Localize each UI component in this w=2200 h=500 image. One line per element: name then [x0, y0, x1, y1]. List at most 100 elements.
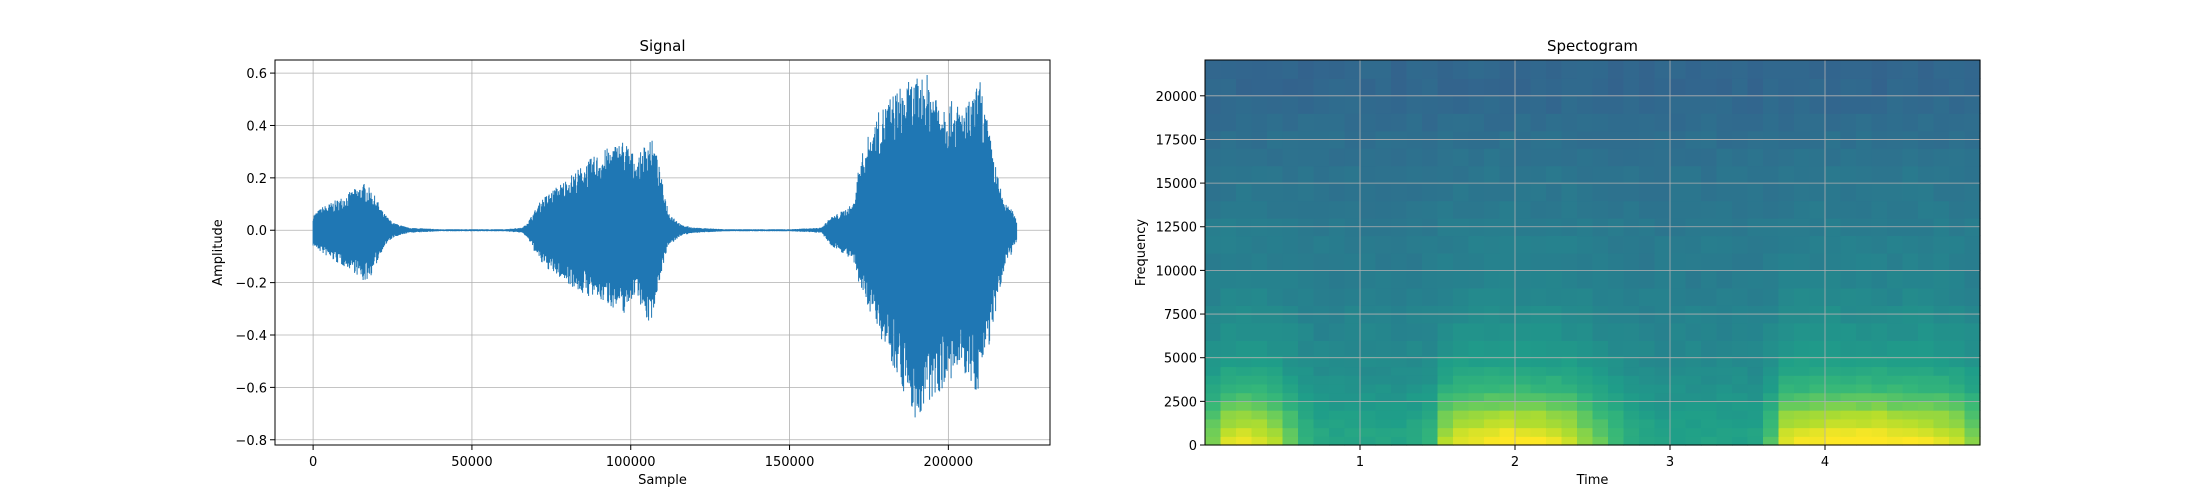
spectrogram-cell — [1282, 436, 1299, 446]
spectrogram-cell — [1654, 427, 1671, 437]
spectrogram-cell — [1282, 287, 1299, 306]
spectrogram-cell — [1608, 418, 1625, 429]
spectrogram-cell — [1499, 200, 1516, 219]
spectrogram-image — [1205, 60, 1981, 446]
spectrogram-cell — [1592, 355, 1609, 368]
spectrogram-cell — [1840, 60, 1857, 79]
spectrogram-cell — [1298, 427, 1315, 437]
spectrogram-cell — [1887, 355, 1904, 368]
spectrogram-cell — [1515, 200, 1532, 219]
spectrogram-cell — [1794, 165, 1811, 184]
spectrogram-cell — [1825, 235, 1842, 254]
spectrogram-cell — [1468, 410, 1485, 420]
spectrogram-cell — [1344, 235, 1361, 254]
spectrogram-cell — [1313, 270, 1330, 289]
spectrogram-cell — [1267, 78, 1284, 97]
spectrogram-cell — [1515, 252, 1532, 271]
spectrogram-cell — [1685, 183, 1702, 202]
spectrogram-cell — [1329, 78, 1346, 97]
spectrogram-cell — [1391, 375, 1408, 385]
spectrogram-cell — [1856, 340, 1873, 357]
signal-series-line — [312, 75, 1018, 418]
spectrogram-cell — [1453, 366, 1470, 376]
spectrogram-cell — [1623, 148, 1640, 167]
spectrogram-cell — [1546, 165, 1563, 184]
spectrogram-cell — [1577, 287, 1594, 306]
spectrogram-cell — [1282, 148, 1299, 167]
spectrogram-cell — [1453, 418, 1470, 429]
spectrogram-cell — [1251, 183, 1268, 202]
spectrogram-cell — [1964, 252, 1981, 271]
spectrogram-cell — [1949, 287, 1966, 306]
spectrogram-cell — [1825, 60, 1842, 79]
spectrogram-cell — [1856, 287, 1873, 306]
spectrogram-cell — [1964, 200, 1981, 219]
spectrogram-cell — [1282, 95, 1299, 114]
spectrogram-cell — [1701, 252, 1718, 271]
spectrogram-cell — [1902, 340, 1919, 357]
spectrogram-cell — [1437, 375, 1454, 385]
spectrogram-cell — [1406, 375, 1423, 385]
spectrogram-cell — [1313, 392, 1330, 402]
spectrogram-cell — [1933, 78, 1950, 97]
spectrogram-cell — [1685, 401, 1702, 411]
spectrogram-cell — [1375, 410, 1392, 420]
spectrogram-cell — [1329, 322, 1346, 341]
spectrogram-cell — [1329, 355, 1346, 368]
spectrogram-cell — [1313, 375, 1330, 385]
spectrogram-cell — [1592, 183, 1609, 202]
spectrogram-cell — [1530, 427, 1547, 437]
spectrogram-cell — [1887, 78, 1904, 97]
spectrogram-cell — [1205, 113, 1222, 132]
spectrogram-cell — [1778, 78, 1795, 97]
spectrogram-cell — [1236, 427, 1253, 437]
spectrogram-cell — [1484, 235, 1501, 254]
spectrogram-cell — [1902, 165, 1919, 184]
spectrogram-cell — [1747, 366, 1764, 376]
spectrogram-cell — [1577, 436, 1594, 446]
spectrogram-cell — [1236, 183, 1253, 202]
spectrogram-cell — [1375, 401, 1392, 411]
spectrogram-cell — [1871, 322, 1888, 341]
spectrogram-cell — [1205, 322, 1222, 341]
spectrogram-cell — [1499, 252, 1516, 271]
spectrogram-cell — [1840, 392, 1857, 402]
spectrogram-cell — [1406, 340, 1423, 357]
spectrogram-cell — [1794, 383, 1811, 394]
spectrogram-cell — [1747, 287, 1764, 306]
spectrogram-cell — [1747, 410, 1764, 420]
spectrogram-cell — [1220, 148, 1237, 167]
spectrogram-cell — [1716, 165, 1733, 184]
spectrogram-cell — [1484, 322, 1501, 341]
spectrogram-cell — [1654, 366, 1671, 376]
spectrogram-cell — [1437, 113, 1454, 132]
spectrogram-cell — [1313, 418, 1330, 429]
spectrogram-cell — [1902, 270, 1919, 289]
spectrogram-cell — [1670, 392, 1687, 402]
spectrogram-cell — [1840, 165, 1857, 184]
spectrogram-cell — [1313, 401, 1330, 411]
spectrogram-cell — [1220, 436, 1237, 446]
spectrogram-cell — [1468, 95, 1485, 114]
spectrogram-cell — [1871, 183, 1888, 202]
spectrogram-cell — [1453, 392, 1470, 402]
spectrogram-cell — [1902, 322, 1919, 341]
spectrogram-cell — [1670, 270, 1687, 289]
spectrogram-cell — [1577, 183, 1594, 202]
spectrogram-cell — [1639, 418, 1656, 429]
spectrogram-cell — [1949, 383, 1966, 394]
spectrogram-cell — [1515, 410, 1532, 420]
spectrogram-cell — [1499, 235, 1516, 254]
spectrogram-cell — [1747, 418, 1764, 429]
spectrogram-cell — [1639, 183, 1656, 202]
spectrogram-cell — [1964, 235, 1981, 254]
spectrogram-cell — [1391, 287, 1408, 306]
spectrogram-cell — [1778, 418, 1795, 429]
spectrogram-cell — [1933, 165, 1950, 184]
spectrogram-cell — [1654, 410, 1671, 420]
spectrogram-cell — [1298, 113, 1315, 132]
spectrogram-x-tick-label: 3 — [1666, 455, 1674, 470]
spectrogram-cell — [1530, 270, 1547, 289]
spectrogram-cell — [1205, 78, 1222, 97]
spectrogram-cell — [1422, 427, 1439, 437]
